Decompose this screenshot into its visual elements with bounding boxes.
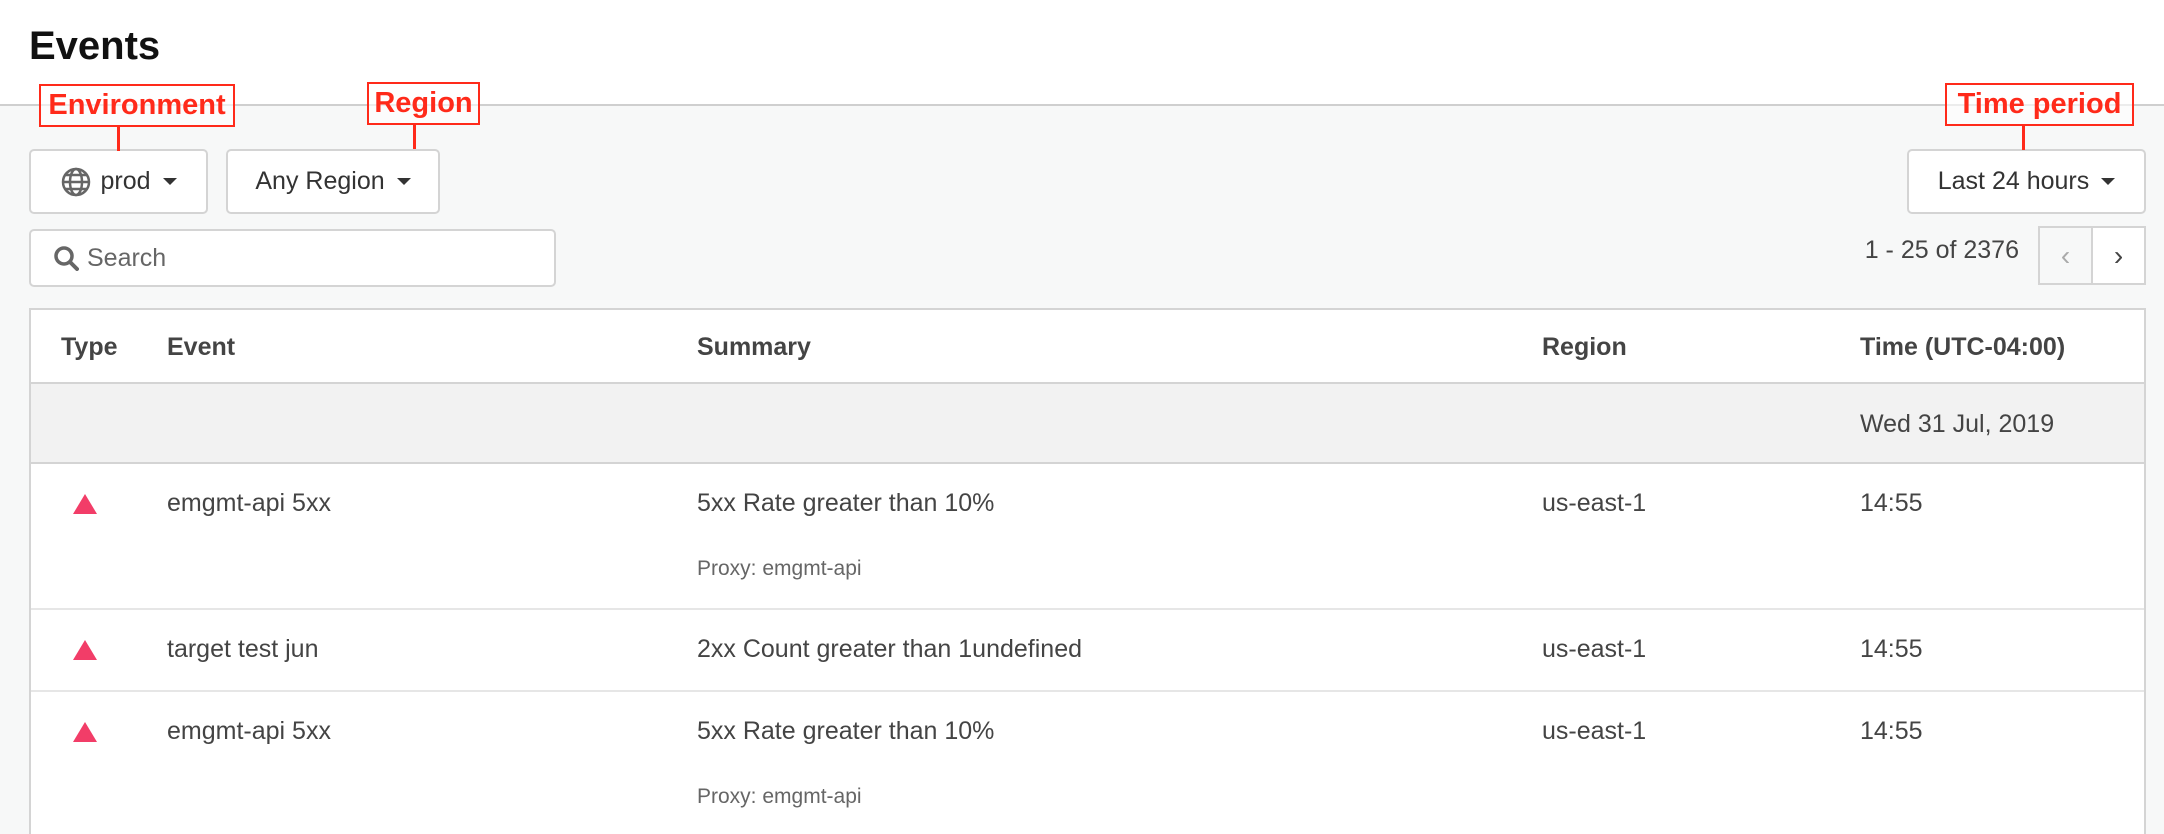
event-time: 14:55 (1860, 635, 1923, 663)
globe-icon (62, 167, 91, 196)
environment-dropdown[interactable]: prod (29, 149, 208, 214)
event-name: target test jun (167, 635, 319, 663)
column-header-type[interactable]: Type (61, 333, 118, 361)
caret-down-icon (396, 178, 411, 185)
page-header: Events (0, 0, 2164, 106)
event-region: us-east-1 (1542, 717, 1647, 745)
table-row[interactable]: target test jun 2xx Count greater than 1… (31, 610, 2144, 692)
event-detail: Proxy: emgmt-api (697, 785, 862, 808)
group-date: Wed 31 Jul, 2019 (1860, 410, 2055, 438)
search-icon (54, 246, 79, 271)
column-header-time[interactable]: Time (UTC-04:00) (1860, 333, 2066, 361)
event-region: us-east-1 (1542, 489, 1647, 517)
region-value: Any Region (255, 167, 385, 195)
annotation-environment: Environment (39, 84, 235, 127)
caret-down-icon (2101, 178, 2116, 185)
pagination-range: 1 - 25 of 2376 (1864, 236, 2019, 264)
event-name: emgmt-api 5xx (167, 717, 331, 745)
table-row[interactable]: emgmt-api 5xx 5xx Rate greater than 10% … (31, 464, 2144, 610)
events-table: Type Event Summary Region Time (UTC-04:0… (29, 308, 2146, 834)
column-header-region[interactable]: Region (1542, 333, 1627, 361)
alert-triangle-icon (73, 494, 97, 514)
annotation-line (117, 127, 120, 151)
annotation-line (2022, 126, 2025, 150)
event-summary: 5xx Rate greater than 10% (697, 489, 995, 517)
event-time: 14:55 (1860, 489, 1923, 517)
table-row[interactable]: emgmt-api 5xx 5xx Rate greater than 10% … (31, 692, 2144, 834)
event-name: emgmt-api 5xx (167, 489, 331, 517)
annotation-line (413, 125, 416, 149)
search-input[interactable] (87, 243, 527, 273)
column-header-event[interactable]: Event (167, 333, 236, 361)
annotation-region: Region (367, 82, 480, 125)
column-header-summary[interactable]: Summary (697, 333, 811, 361)
table-header: Type Event Summary Region Time (UTC-04:0… (31, 310, 2144, 384)
caret-down-icon (162, 178, 177, 185)
event-summary: 5xx Rate greater than 10% (697, 717, 995, 745)
annotation-time-period: Time period (1945, 83, 2134, 126)
event-region: us-east-1 (1542, 635, 1647, 663)
alert-triangle-icon (73, 640, 97, 660)
next-page-button[interactable]: › (2093, 228, 2144, 283)
event-time: 14:55 (1860, 717, 1923, 745)
alert-triangle-icon (73, 722, 97, 742)
page-title: Events (29, 24, 161, 68)
prev-page-button[interactable]: ‹ (2040, 228, 2093, 283)
time-period-dropdown[interactable]: Last 24 hours (1907, 149, 2146, 214)
date-group-row: Wed 31 Jul, 2019 (31, 384, 2144, 464)
event-summary: 2xx Count greater than 1undefined (697, 635, 1082, 663)
event-detail: Proxy: emgmt-api (697, 557, 862, 580)
search-box[interactable] (29, 229, 556, 287)
time-period-value: Last 24 hours (1937, 167, 2090, 195)
pagination: ‹ › (2038, 226, 2146, 285)
region-dropdown[interactable]: Any Region (226, 149, 440, 214)
environment-value: prod (100, 167, 151, 195)
